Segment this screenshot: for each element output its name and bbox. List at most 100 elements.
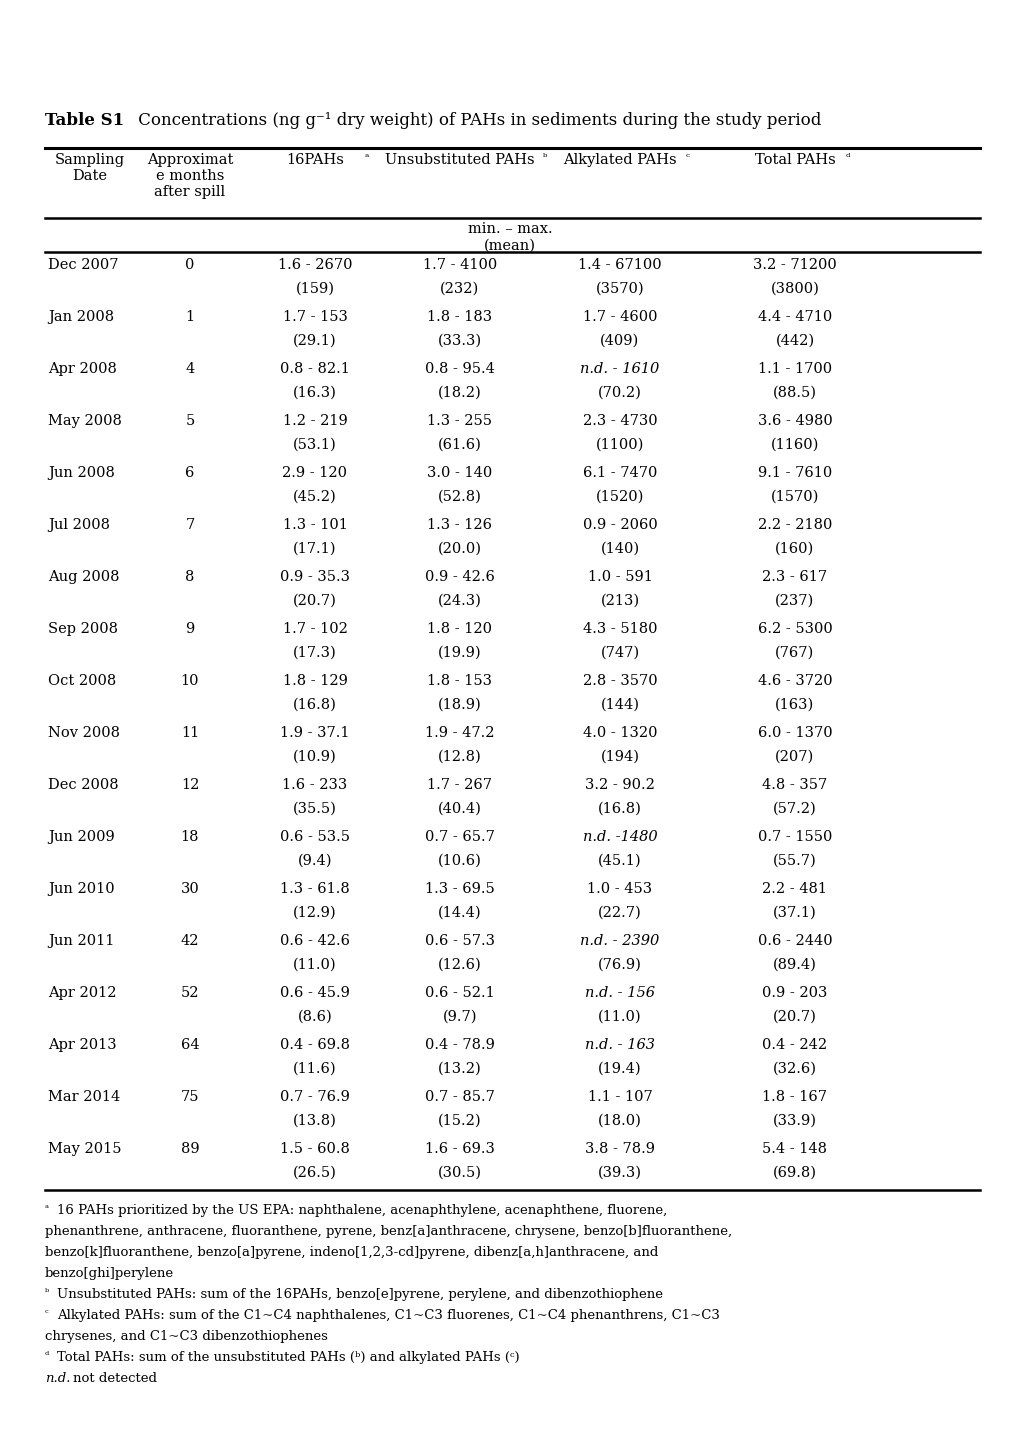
Text: 7: 7 xyxy=(185,518,195,532)
Text: 1.2 - 219: 1.2 - 219 xyxy=(282,414,347,429)
Text: (40.4): (40.4) xyxy=(437,802,481,815)
Text: 9.1 - 7610: 9.1 - 7610 xyxy=(757,466,832,481)
Text: 18: 18 xyxy=(180,830,199,844)
Text: (237): (237) xyxy=(774,595,814,608)
Text: Jun 2009: Jun 2009 xyxy=(48,830,115,844)
Text: 0.9 - 2060: 0.9 - 2060 xyxy=(582,518,656,532)
Text: (160): (160) xyxy=(774,543,814,556)
Text: (140): (140) xyxy=(600,543,639,556)
Text: (144): (144) xyxy=(600,698,639,711)
Text: 1.9 - 47.2: 1.9 - 47.2 xyxy=(425,726,494,740)
Text: Unsubstituted PAHs: Unsubstituted PAHs xyxy=(385,153,534,167)
Text: 2.3 - 4730: 2.3 - 4730 xyxy=(582,414,656,429)
Text: 0.4 - 69.8: 0.4 - 69.8 xyxy=(280,1038,350,1052)
Text: 0.8 - 95.4: 0.8 - 95.4 xyxy=(425,362,494,377)
Text: 42: 42 xyxy=(180,934,199,948)
Text: (32.6): (32.6) xyxy=(772,1062,816,1076)
Text: 2.2 - 481: 2.2 - 481 xyxy=(762,882,826,896)
Text: (76.9): (76.9) xyxy=(597,958,641,973)
Text: (20.7): (20.7) xyxy=(292,595,336,608)
Text: ᵇ: ᵇ xyxy=(45,1289,49,1297)
Text: 1.1 - 107: 1.1 - 107 xyxy=(587,1089,652,1104)
Text: May 2008: May 2008 xyxy=(48,414,121,429)
Text: Concentrations (ng g⁻¹ dry weight) of PAHs in sediments during the study period: Concentrations (ng g⁻¹ dry weight) of PA… xyxy=(132,113,820,128)
Text: (1100): (1100) xyxy=(595,439,644,452)
Text: (15.2): (15.2) xyxy=(438,1114,481,1128)
Text: (767): (767) xyxy=(774,646,814,659)
Text: 1.1 - 1700: 1.1 - 1700 xyxy=(757,362,832,377)
Text: Mar 2014: Mar 2014 xyxy=(48,1089,120,1104)
Text: 64: 64 xyxy=(180,1038,199,1052)
Text: 1.6 - 2670: 1.6 - 2670 xyxy=(277,258,352,271)
Text: 0.4 - 78.9: 0.4 - 78.9 xyxy=(425,1038,494,1052)
Text: 3.0 - 140: 3.0 - 140 xyxy=(427,466,492,481)
Text: (30.5): (30.5) xyxy=(437,1166,482,1180)
Text: (3800): (3800) xyxy=(769,281,818,296)
Text: Alkylated PAHs: sum of the C1~C4 naphthalenes, C1~C3 fluorenes, C1~C4 phenanthre: Alkylated PAHs: sum of the C1~C4 naphtha… xyxy=(57,1309,719,1322)
Text: (409): (409) xyxy=(600,333,639,348)
Text: ᵈ: ᵈ xyxy=(45,1351,49,1359)
Text: 1.7 - 102: 1.7 - 102 xyxy=(282,622,347,636)
Text: Apr 2012: Apr 2012 xyxy=(48,986,116,1000)
Text: 0: 0 xyxy=(185,258,195,271)
Text: Oct 2008: Oct 2008 xyxy=(48,674,116,688)
Text: 1.8 - 153: 1.8 - 153 xyxy=(427,674,492,688)
Text: 4.3 - 5180: 4.3 - 5180 xyxy=(582,622,656,636)
Text: Dec 2007: Dec 2007 xyxy=(48,258,118,271)
Text: (10.9): (10.9) xyxy=(292,750,336,763)
Text: 3.2 - 90.2: 3.2 - 90.2 xyxy=(585,778,654,792)
Text: Jun 2010: Jun 2010 xyxy=(48,882,114,896)
Text: (55.7): (55.7) xyxy=(772,854,816,869)
Text: 1.6 - 69.3: 1.6 - 69.3 xyxy=(425,1141,494,1156)
Text: (12.9): (12.9) xyxy=(292,906,336,921)
Text: (12.8): (12.8) xyxy=(438,750,481,763)
Text: Total PAHs: Total PAHs xyxy=(754,153,835,167)
Text: 5: 5 xyxy=(185,414,195,429)
Text: Alkylated PAHs: Alkylated PAHs xyxy=(562,153,677,167)
Text: Approximat
e months
after spill: Approximat e months after spill xyxy=(147,153,233,199)
Text: May 2015: May 2015 xyxy=(48,1141,121,1156)
Text: (18.2): (18.2) xyxy=(438,385,481,400)
Text: (11.0): (11.0) xyxy=(597,1010,641,1025)
Text: Apr 2013: Apr 2013 xyxy=(48,1038,116,1052)
Text: 1.9 - 37.1: 1.9 - 37.1 xyxy=(280,726,350,740)
Text: (10.6): (10.6) xyxy=(437,854,481,869)
Text: 1.3 - 255: 1.3 - 255 xyxy=(427,414,492,429)
Text: 0.9 - 42.6: 0.9 - 42.6 xyxy=(425,570,494,584)
Text: (33.9): (33.9) xyxy=(772,1114,816,1128)
Text: 2.2 - 2180: 2.2 - 2180 xyxy=(757,518,832,532)
Text: 4.8 - 357: 4.8 - 357 xyxy=(761,778,826,792)
Text: 1.3 - 126: 1.3 - 126 xyxy=(427,518,492,532)
Text: (14.4): (14.4) xyxy=(438,906,481,921)
Text: (16.8): (16.8) xyxy=(292,698,336,711)
Text: 2.8 - 3570: 2.8 - 3570 xyxy=(582,674,656,688)
Text: 1.8 - 167: 1.8 - 167 xyxy=(762,1089,826,1104)
Text: 3.6 - 4980: 3.6 - 4980 xyxy=(757,414,832,429)
Text: (37.1): (37.1) xyxy=(772,906,816,921)
Text: (16.3): (16.3) xyxy=(292,385,336,400)
Text: (16.8): (16.8) xyxy=(597,802,641,815)
Text: (39.3): (39.3) xyxy=(597,1166,641,1180)
Text: (19.9): (19.9) xyxy=(438,646,481,659)
Text: 10: 10 xyxy=(180,674,199,688)
Text: (8.6): (8.6) xyxy=(298,1010,332,1025)
Text: (29.1): (29.1) xyxy=(292,333,336,348)
Text: (13.8): (13.8) xyxy=(292,1114,336,1128)
Text: 1.7 - 4100: 1.7 - 4100 xyxy=(423,258,496,271)
Text: (13.2): (13.2) xyxy=(438,1062,481,1076)
Text: (159): (159) xyxy=(296,281,334,296)
Text: (163): (163) xyxy=(774,698,814,711)
Text: 1.7 - 4600: 1.7 - 4600 xyxy=(582,310,656,325)
Text: ᵈ: ᵈ xyxy=(845,153,850,163)
Text: Table S1: Table S1 xyxy=(45,113,124,128)
Text: (52.8): (52.8) xyxy=(437,491,481,504)
Text: (1570): (1570) xyxy=(770,491,818,504)
Text: 0.7 - 65.7: 0.7 - 65.7 xyxy=(425,830,494,844)
Text: n.d. - 1610: n.d. - 1610 xyxy=(580,362,659,377)
Text: Jun 2008: Jun 2008 xyxy=(48,466,115,481)
Text: 6.0 - 1370: 6.0 - 1370 xyxy=(757,726,832,740)
Text: (11.0): (11.0) xyxy=(292,958,336,973)
Text: 1.0 - 591: 1.0 - 591 xyxy=(587,570,652,584)
Text: 0.6 - 52.1: 0.6 - 52.1 xyxy=(425,986,494,1000)
Text: 2.9 - 120: 2.9 - 120 xyxy=(282,466,347,481)
